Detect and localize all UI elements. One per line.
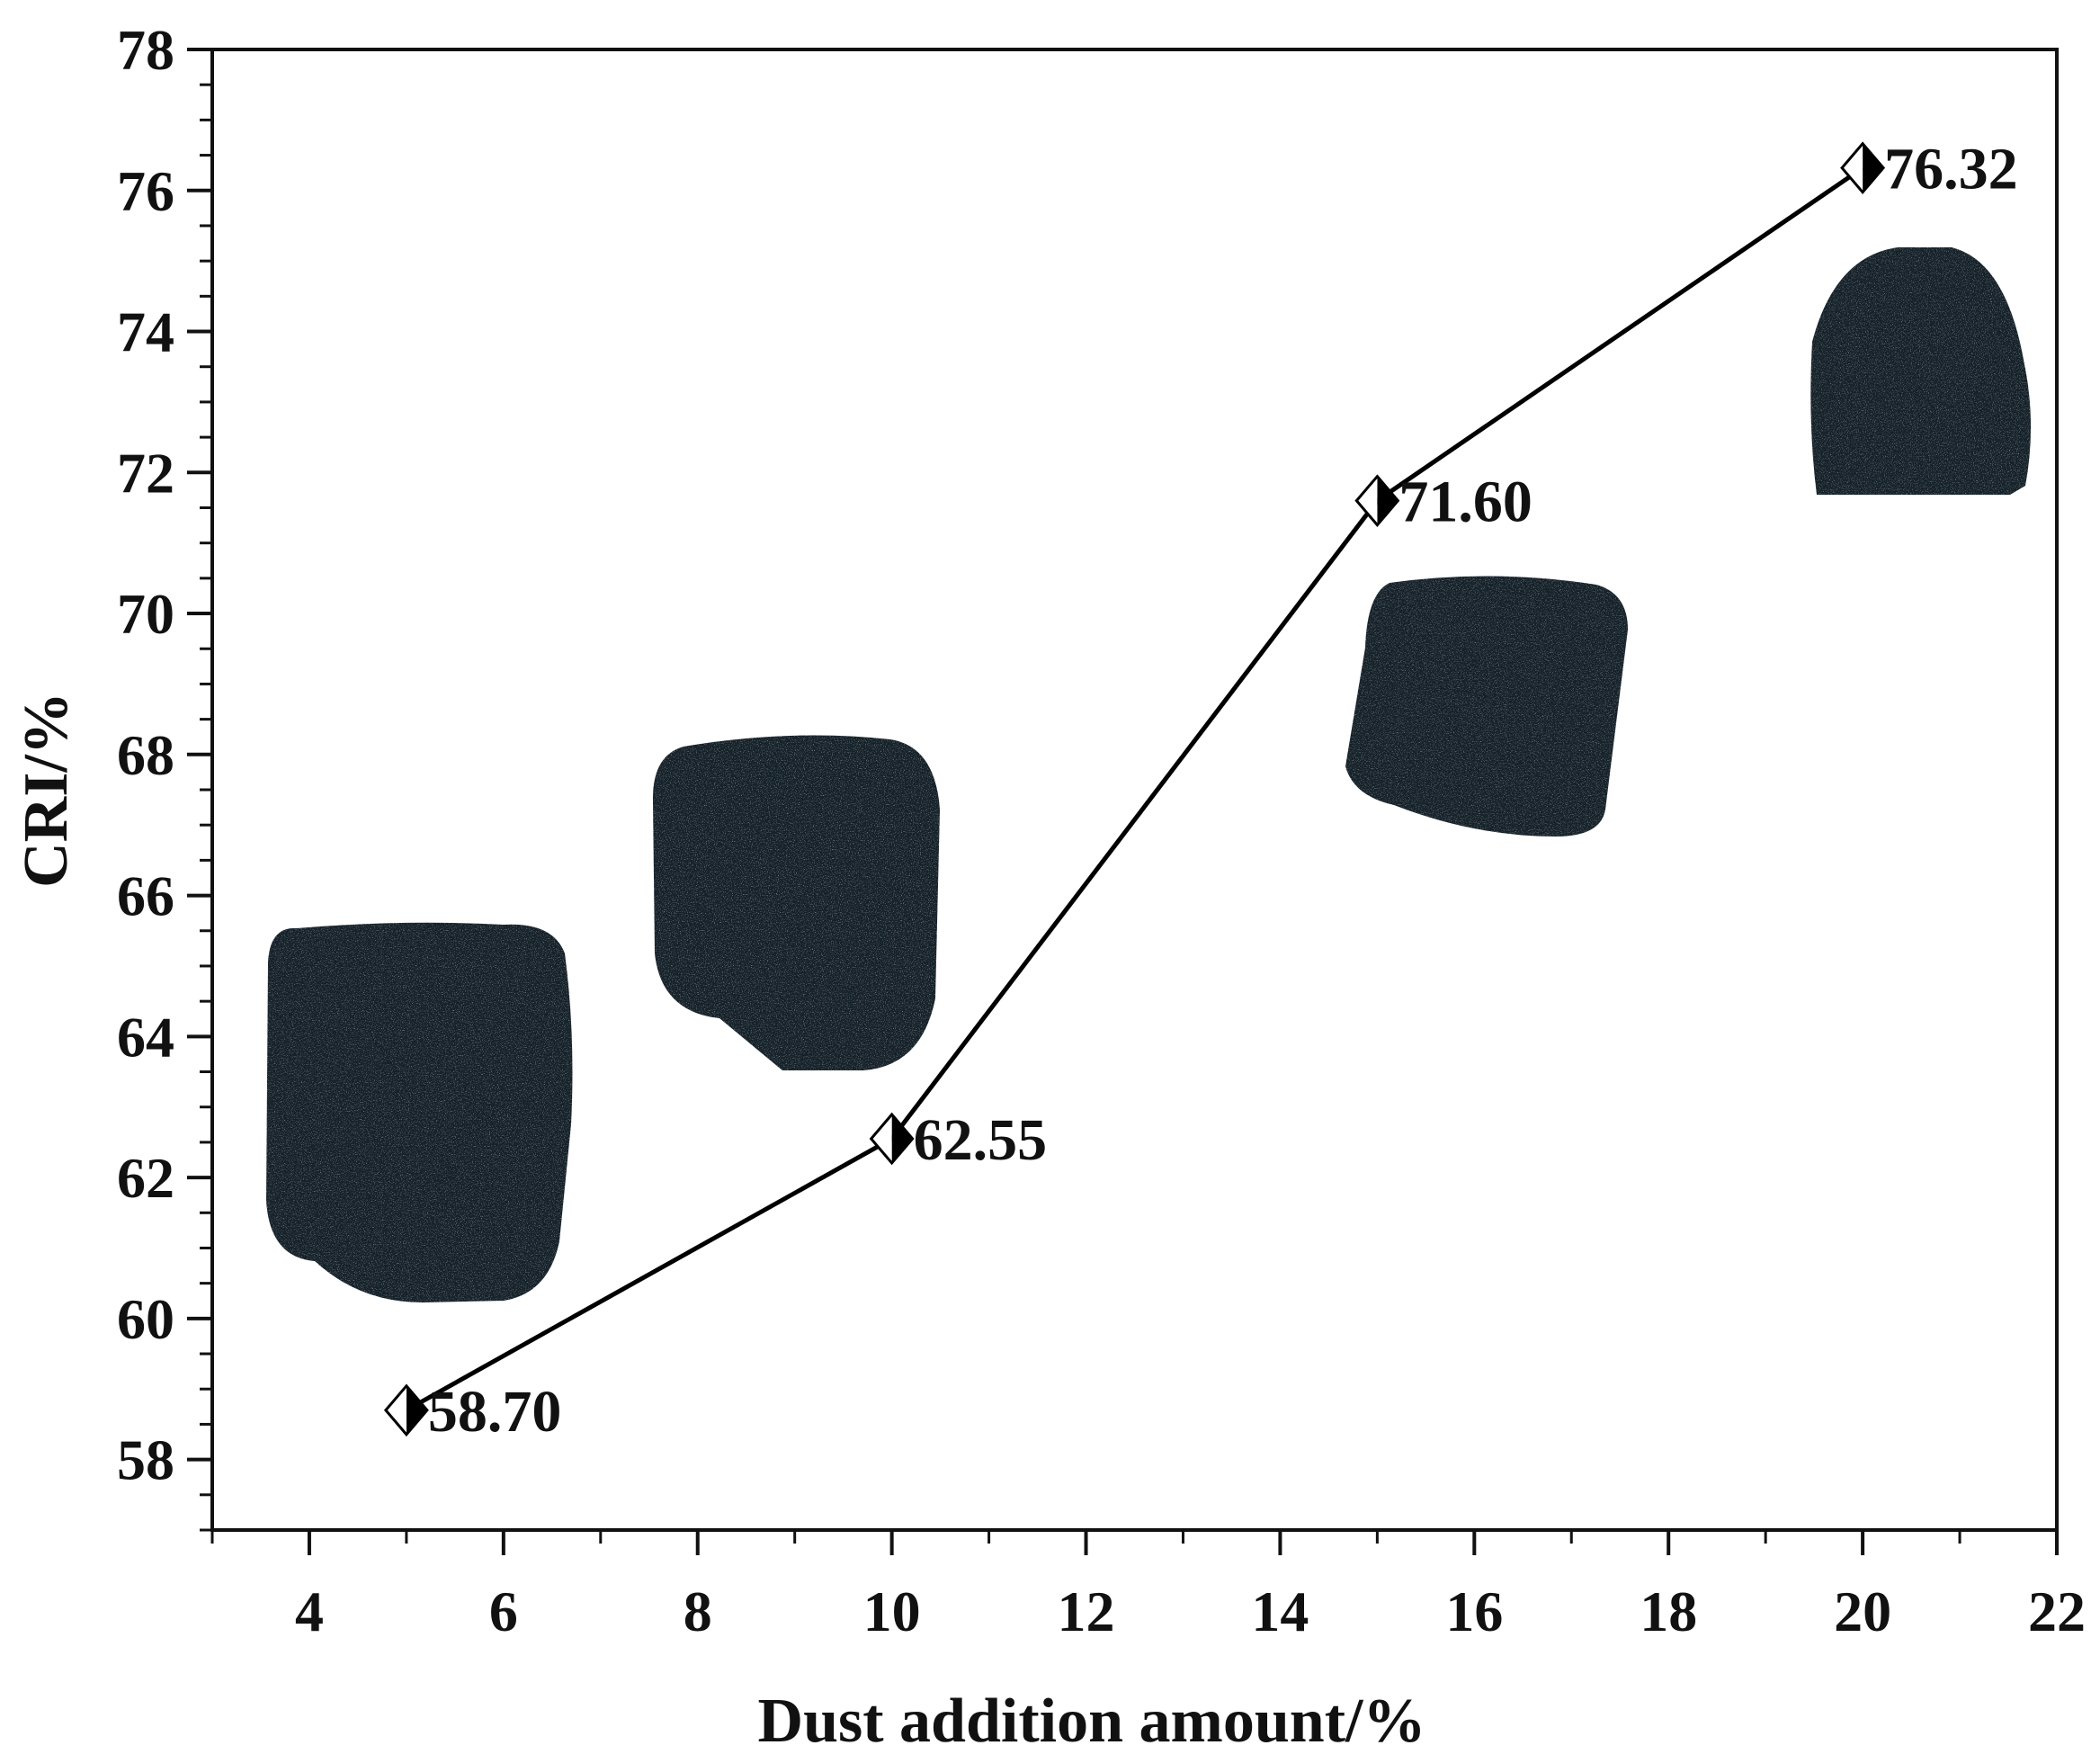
coke-sample-image-2	[652, 735, 940, 1070]
data-label: 71.60	[1399, 470, 1533, 535]
marker-left-half	[1356, 476, 1378, 525]
marker-left-half	[1842, 143, 1863, 192]
data-point-marker	[1840, 141, 1886, 194]
data-point-marker	[1354, 474, 1400, 527]
x-tick-label: 16	[1445, 1580, 1503, 1643]
marker-outline	[1354, 474, 1400, 527]
y-tick-label: 78	[117, 18, 174, 82]
data-point-marker	[383, 1383, 429, 1437]
x-tick-label: 22	[2028, 1580, 2086, 1643]
x-tick-label: 10	[863, 1580, 921, 1643]
marker-outline	[383, 1383, 429, 1437]
marker-left-half	[871, 1114, 892, 1163]
y-axis-tick-labels: 58 60 62 64 66 68 70 72 74 76 78	[117, 18, 174, 1492]
cri-markers	[383, 141, 1886, 1437]
y-axis-ticks	[187, 48, 212, 1532]
x-tick-label: 6	[489, 1580, 518, 1643]
data-point-marker	[869, 1112, 915, 1166]
x-tick-label: 4	[295, 1580, 324, 1643]
marker-outline	[869, 1112, 915, 1166]
y-tick-label: 60	[117, 1287, 174, 1351]
marker-right-half	[1377, 476, 1399, 525]
x-axis-ticks	[210, 1530, 2059, 1555]
x-axis-title: Dust addition amount/%	[758, 1687, 1426, 1756]
axes-box	[210, 48, 2059, 1532]
x-tick-label: 20	[1834, 1580, 1891, 1643]
y-tick-label: 64	[117, 1005, 174, 1069]
cri-data-labels: 58.70 62.55 71.60 76.32	[428, 137, 2018, 1445]
y-tick-label: 58	[117, 1428, 174, 1492]
x-tick-label: 18	[1640, 1580, 1697, 1643]
x-tick-label: 14	[1251, 1580, 1309, 1643]
marker-right-half	[1863, 143, 1884, 192]
x-tick-label: 8	[684, 1580, 712, 1643]
y-axis-title: CRI/%	[12, 692, 81, 888]
coke-sample-image-1	[266, 922, 573, 1302]
x-tick-label: 12	[1058, 1580, 1115, 1643]
marker-right-half	[406, 1385, 427, 1435]
x-axis-tick-labels: 4 6 8 10 12 14 16 18 20 22	[295, 1580, 2086, 1643]
coke-sample-image-4	[1810, 247, 2032, 495]
marker-outline	[1840, 141, 1886, 194]
y-tick-label: 68	[117, 723, 174, 787]
y-tick-label: 72	[117, 441, 174, 505]
y-tick-label: 66	[117, 864, 174, 928]
coke-sample-images	[266, 247, 2032, 1302]
y-tick-label: 62	[117, 1146, 174, 1210]
y-tick-label: 76	[117, 159, 174, 223]
cri-series	[405, 166, 1864, 1412]
y-tick-label: 70	[117, 582, 174, 646]
cri-line	[405, 166, 1864, 1412]
plot-frame	[210, 48, 2059, 1532]
data-label: 76.32	[1884, 137, 2018, 202]
data-label: 62.55	[914, 1107, 1048, 1173]
marker-right-half	[891, 1114, 913, 1163]
marker-left-half	[385, 1385, 407, 1435]
y-tick-label: 74	[117, 300, 174, 364]
data-label: 58.70	[428, 1379, 562, 1445]
coke-sample-image-3	[1345, 576, 1628, 837]
